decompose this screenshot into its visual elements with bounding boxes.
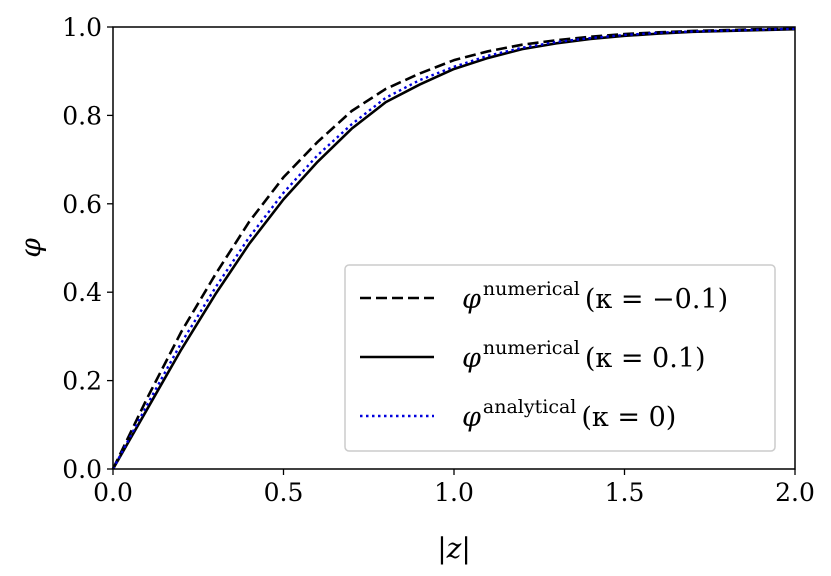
legend-label-3: φ analytical (κ = 0) xyxy=(462,396,676,433)
legend-base: φ xyxy=(462,343,481,374)
y-axis-label: φ xyxy=(14,238,47,258)
y-tick-label: 0.4 xyxy=(62,278,102,307)
legend: φ numerical (κ = −0.1)φ numerical (κ = 0.1)φ… xyxy=(344,264,776,452)
x-tick-label: 1.0 xyxy=(434,478,474,507)
legend-label-1: φ numerical (κ = −0.1) xyxy=(462,278,728,315)
x-tick-label: 0.0 xyxy=(93,478,133,507)
legend-tail: (κ = 0.1) xyxy=(585,343,706,374)
x-axis-label: |z| xyxy=(437,532,471,565)
y-tick-label: 0.0 xyxy=(62,455,102,484)
legend-base: φ xyxy=(462,284,481,315)
legend-label-2: φ numerical (κ = 0.1) xyxy=(462,337,706,374)
y-tick-label: 0.2 xyxy=(62,367,102,396)
legend-box xyxy=(344,264,776,452)
legend-base: φ xyxy=(462,402,481,433)
series-line-1 xyxy=(111,27,796,470)
y-tick-label: 0.6 xyxy=(62,190,102,219)
x-tick-label: 0.5 xyxy=(264,478,304,507)
legend-sup: numerical xyxy=(483,337,580,359)
legend-tail: (κ = −0.1) xyxy=(585,284,728,315)
x-tick-label: 2.0 xyxy=(775,478,815,507)
ticks-layer: 0.0 0.5 1.0 1.5 2.0 0.0 0.2 0.4 0.6 0.8 1.0 xyxy=(62,13,815,507)
series-layer xyxy=(111,27,796,470)
x-tick-label: 1.5 xyxy=(605,478,645,507)
y-tick-label: 0.8 xyxy=(62,101,102,130)
series-line-3 xyxy=(111,27,796,470)
legend-sup: analytical xyxy=(483,396,576,418)
legend-tail: (κ = 0) xyxy=(581,402,676,433)
y-tick-label: 1.0 xyxy=(62,13,102,42)
legend-sup: numerical xyxy=(483,278,580,300)
